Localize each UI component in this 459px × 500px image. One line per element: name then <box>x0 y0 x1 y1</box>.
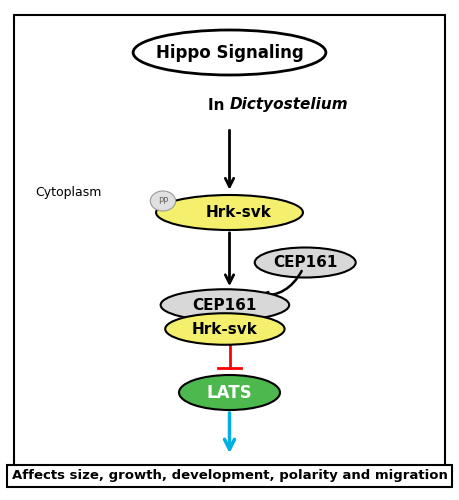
Ellipse shape <box>255 248 356 278</box>
Text: Hippo Signaling: Hippo Signaling <box>156 44 303 62</box>
Ellipse shape <box>151 191 175 211</box>
Ellipse shape <box>133 30 326 75</box>
Text: PP: PP <box>158 196 168 205</box>
Text: In: In <box>208 98 230 112</box>
Text: CEP161: CEP161 <box>273 255 337 270</box>
Text: Affects size, growth, development, polarity and migration: Affects size, growth, development, polar… <box>11 470 448 482</box>
FancyBboxPatch shape <box>14 15 445 485</box>
Text: Hrk-svk: Hrk-svk <box>206 205 272 220</box>
Ellipse shape <box>179 375 280 410</box>
Ellipse shape <box>161 289 289 321</box>
Ellipse shape <box>156 195 303 230</box>
Text: LATS: LATS <box>207 384 252 402</box>
Text: Dictyostelium: Dictyostelium <box>230 98 348 112</box>
Text: Cytoplasm: Cytoplasm <box>36 186 102 199</box>
Ellipse shape <box>165 313 285 345</box>
Text: Hrk-svk: Hrk-svk <box>192 322 258 336</box>
Text: CEP161: CEP161 <box>193 298 257 312</box>
